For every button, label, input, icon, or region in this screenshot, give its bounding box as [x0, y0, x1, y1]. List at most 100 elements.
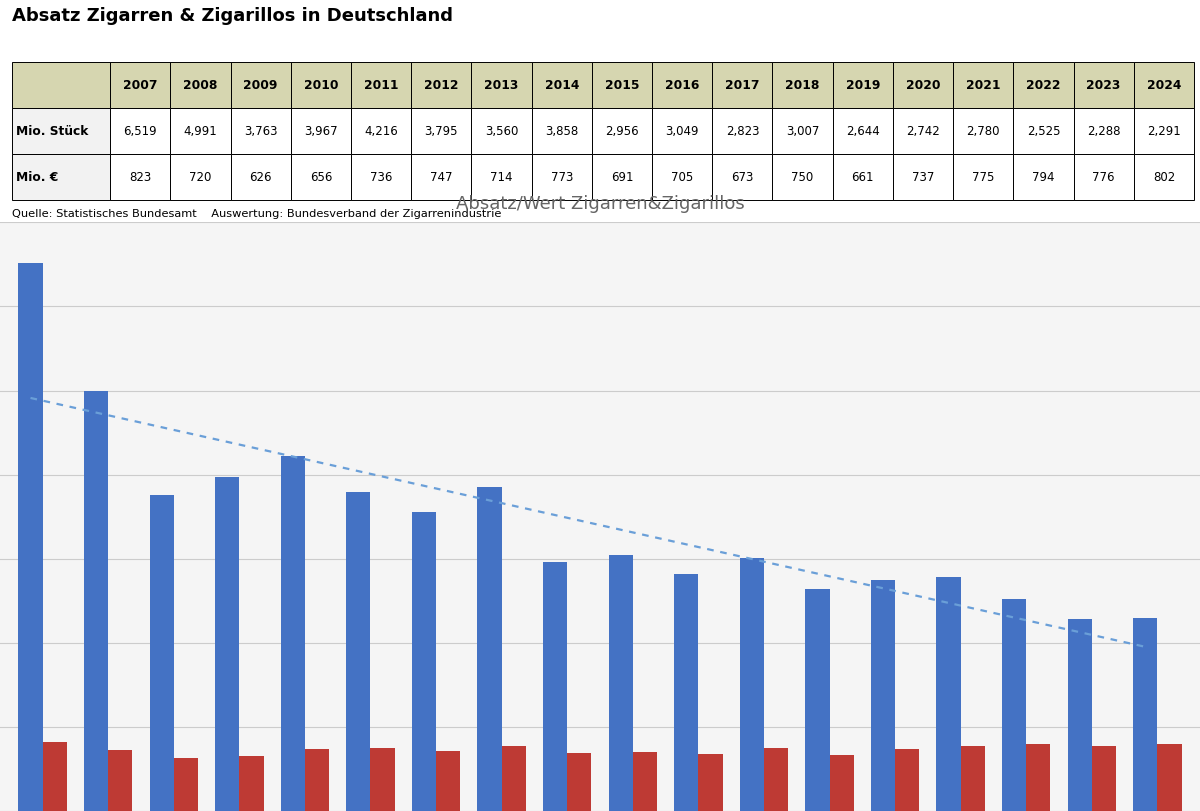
Text: 802: 802 [1153, 171, 1175, 184]
Bar [592, 155, 652, 200]
Bar [239, 756, 264, 811]
Text: Quelle: Statistisches Bundesamt    Auswertung: Bundesverband der Zigarrenindustr: Quelle: Statistisches Bundesamt Auswertu… [12, 208, 502, 218]
Text: 720: 720 [190, 171, 211, 184]
Text: 661: 661 [852, 171, 874, 184]
Text: 691: 691 [611, 171, 634, 184]
Text: 823: 823 [130, 171, 151, 184]
Bar [1092, 746, 1116, 811]
Bar [290, 109, 350, 155]
Text: Absatz Zigarren & Zigarillos in Deutschland: Absatz Zigarren & Zigarillos in Deutschl… [12, 6, 454, 24]
Linear (Mio. Stück ) [706, 546, 720, 556]
Text: 736: 736 [370, 171, 392, 184]
Bar [893, 155, 953, 200]
Linear (Mio. Stück ) [28, 394, 42, 404]
Bar [502, 746, 526, 811]
Bar [12, 155, 110, 200]
Text: Mio. Stück: Mio. Stück [16, 125, 88, 138]
Bar [833, 155, 893, 200]
Bar [230, 62, 290, 109]
Bar [436, 751, 461, 811]
Bar [412, 62, 472, 109]
Text: 2010: 2010 [304, 79, 338, 92]
Text: 747: 747 [430, 171, 452, 184]
Bar [871, 581, 895, 811]
Bar [833, 62, 893, 109]
Bar [893, 109, 953, 155]
Bar [936, 577, 961, 811]
Bar [281, 457, 305, 811]
Bar [592, 62, 652, 109]
Bar [805, 589, 829, 811]
Text: 673: 673 [731, 171, 754, 184]
Text: 737: 737 [912, 171, 935, 184]
Bar [739, 559, 764, 811]
Bar [608, 555, 632, 811]
Bar [1002, 599, 1026, 811]
Bar [1013, 109, 1074, 155]
Bar [713, 62, 773, 109]
Bar [1134, 109, 1194, 155]
Bar [592, 109, 652, 155]
Bar [532, 109, 592, 155]
Bar [230, 109, 290, 155]
Bar [833, 109, 893, 155]
Text: 2,780: 2,780 [966, 125, 1000, 138]
Bar [110, 62, 170, 109]
Text: 2,525: 2,525 [1027, 125, 1061, 138]
Text: 2016: 2016 [665, 79, 700, 92]
Bar [350, 155, 412, 200]
Text: 656: 656 [310, 171, 332, 184]
Text: 2009: 2009 [244, 79, 278, 92]
Text: 2007: 2007 [122, 79, 157, 92]
Bar [84, 392, 108, 811]
Text: 2,644: 2,644 [846, 125, 880, 138]
Bar [532, 62, 592, 109]
Bar [713, 155, 773, 200]
Text: 2022: 2022 [1026, 79, 1061, 92]
Text: 2011: 2011 [364, 79, 398, 92]
Bar [12, 62, 110, 109]
Text: 2,742: 2,742 [906, 125, 940, 138]
Text: 3,007: 3,007 [786, 125, 820, 138]
Text: 2017: 2017 [725, 79, 760, 92]
Bar [895, 749, 919, 811]
Bar [674, 574, 698, 811]
Bar [652, 109, 713, 155]
Text: 2019: 2019 [846, 79, 880, 92]
Bar [230, 155, 290, 200]
Bar [764, 748, 788, 811]
Text: 2,956: 2,956 [605, 125, 638, 138]
Bar [1074, 109, 1134, 155]
Bar [698, 754, 722, 811]
Linear (Mio. Stück ) [962, 603, 977, 613]
Bar [1026, 744, 1050, 811]
Linear (Mio. Stück ) [23, 393, 37, 403]
Bar [829, 756, 853, 811]
Text: 2023: 2023 [1086, 79, 1121, 92]
Text: 773: 773 [551, 171, 572, 184]
Text: 4,216: 4,216 [365, 125, 398, 138]
Bar [350, 62, 412, 109]
Bar [110, 155, 170, 200]
Line: Linear (Mio. Stück ): Linear (Mio. Stück ) [30, 398, 1145, 647]
Text: 3,763: 3,763 [244, 125, 277, 138]
Bar [472, 62, 532, 109]
Bar [542, 563, 568, 811]
Bar [290, 62, 350, 109]
Bar [1013, 62, 1074, 109]
Bar [170, 155, 230, 200]
Title: Absatz/Wert Zigarren&Zigarillos: Absatz/Wert Zigarren&Zigarillos [456, 195, 744, 213]
Text: 2,823: 2,823 [726, 125, 760, 138]
Text: 705: 705 [671, 171, 694, 184]
Bar [215, 478, 239, 811]
Text: 714: 714 [491, 171, 512, 184]
Bar [170, 62, 230, 109]
Bar [773, 62, 833, 109]
Bar [953, 155, 1013, 200]
Text: 2014: 2014 [545, 79, 578, 92]
Text: 776: 776 [1092, 171, 1115, 184]
Bar [350, 109, 412, 155]
Text: 775: 775 [972, 171, 995, 184]
Text: 3,049: 3,049 [666, 125, 698, 138]
Text: 3,967: 3,967 [304, 125, 337, 138]
